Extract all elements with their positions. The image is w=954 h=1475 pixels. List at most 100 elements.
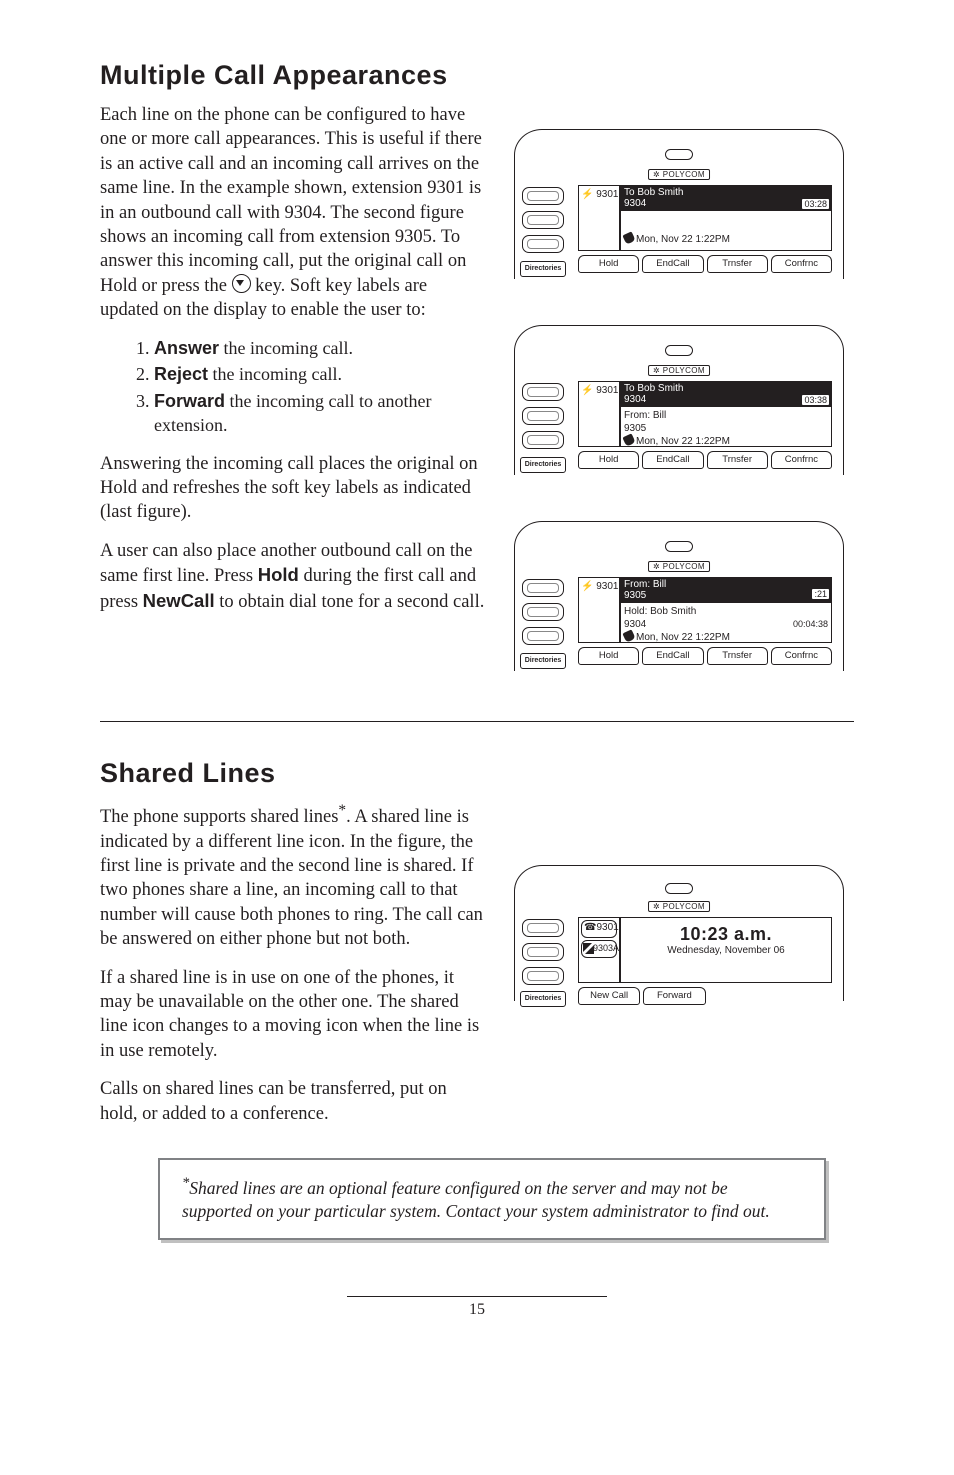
status-text: Mon, Nov 22 1:22PM: [636, 234, 730, 245]
call-to-label: To Bob Smith: [624, 383, 828, 394]
scroll-down-key-icon: [232, 274, 251, 293]
phone-figure-3: ✲ POLYCOM Directories ⚡ 9301 From: Bill …: [514, 495, 844, 673]
handset-icon: [622, 433, 635, 446]
section1-li1: Answer the incoming call.: [154, 337, 486, 361]
line-button-2: [522, 407, 564, 425]
speaker-icon: [665, 149, 693, 160]
softkey-empty: [772, 987, 832, 1005]
p3-hold: Hold: [258, 564, 299, 585]
softkey-forward: Forward: [643, 987, 705, 1005]
incoming-from: From: Bill: [624, 409, 828, 422]
section1-figures-column: ✲ POLYCOM Directories ⚡ 9301 To Bob Smit…: [514, 103, 854, 673]
line-button-2: [522, 943, 564, 961]
section1-p1a-text: Each line on the phone can be configured…: [100, 105, 482, 296]
section2-p2: If a shared line is in use on one of the…: [100, 966, 486, 1064]
datetime-status: Mon, Nov 22 1:22PM: [624, 435, 828, 448]
call-to-number: 9304: [624, 394, 828, 405]
shared-line-icon: [583, 943, 592, 952]
speaker-icon: [665, 883, 693, 894]
section1-li2: Reject the incoming call.: [154, 363, 486, 387]
s2p1b: . A shared line is indicated by a differ…: [100, 807, 483, 949]
softkey-hold: Hold: [578, 647, 639, 665]
line-button-3: [522, 627, 564, 645]
held-timer: 00:04:38: [793, 618, 828, 631]
directories-button: Directories: [520, 261, 566, 277]
s2p1a: The phone supports shared lines: [100, 807, 338, 827]
datetime-status: Mon, Nov 22 1:22PM: [624, 233, 828, 246]
li1-bold: Answer: [154, 338, 219, 358]
shared-line-indicator: 9303A: [581, 940, 617, 958]
section-divider: [100, 721, 854, 722]
phone-screen: ⚡ 9301 From: Bill 9305 :21 Hold: Bob Smi…: [578, 577, 832, 663]
softkey-endcall: EndCall: [642, 255, 703, 273]
softkey-transfer: Trnsfer: [707, 255, 768, 273]
section1-p2: Answering the incoming call places the o…: [100, 452, 486, 525]
phone-figure-2: ✲ POLYCOM Directories ⚡ 9301 To Bob Smit…: [514, 299, 844, 477]
line-indicator-column: ⚡ 9301: [578, 185, 620, 251]
incoming-number: 9305: [624, 422, 828, 435]
line-indicator-1: ⚡ 9301: [581, 384, 617, 400]
speaker-icon: [665, 541, 693, 552]
status-panel: Mon, Nov 22 1:22PM: [620, 211, 832, 251]
li3-bold: Forward: [154, 391, 225, 411]
private-line-indicator: ☎9301: [581, 920, 617, 938]
footnote-text: Shared lines are an optional feature con…: [182, 1178, 770, 1222]
line-button-1: [522, 187, 564, 205]
held-number: 9304: [624, 619, 646, 630]
line-indicator-1: ⚡ 9301: [581, 188, 617, 204]
section1-p1: Each line on the phone can be configured…: [100, 103, 486, 323]
softkey-hold: Hold: [578, 255, 639, 273]
active-from-number: 9305: [624, 590, 828, 601]
li2-bold: Reject: [154, 364, 208, 384]
line-indicator-column: ⚡ 9301: [578, 381, 620, 447]
page-number: 15: [100, 1301, 854, 1319]
softkey-row: Hold EndCall Trnsfer Confrnc: [578, 647, 832, 665]
section1-li3: Forward the incoming call to another ext…: [154, 390, 486, 438]
call-info-panel: To Bob Smith 9304 03:28: [620, 185, 832, 211]
held-label: Hold: Bob Smith: [624, 605, 828, 618]
line-button-3: [522, 967, 564, 985]
phone-screen: ⚡ 9301 To Bob Smith 9304 03:28 Mon, Nov …: [578, 185, 832, 271]
directories-button: Directories: [520, 457, 566, 473]
li1-rest: the incoming call.: [219, 338, 353, 358]
phone-screen: ☎9301 9303A 10:23 a.m. Wednesday, Novemb…: [578, 917, 832, 1003]
section1-text-column: Each line on the phone can be configured…: [100, 103, 486, 673]
active-timer: :21: [812, 589, 829, 599]
held-panel: Hold: Bob Smith 9304 00:04:38 Mon, Nov 22…: [620, 603, 832, 643]
phone-figure-1: ✲ POLYCOM Directories ⚡ 9301 To Bob Smit…: [514, 103, 844, 281]
line-indicator-column: ☎9301 9303A: [578, 917, 620, 983]
status-text: Mon, Nov 22 1:22PM: [636, 632, 730, 643]
section2-p3: Calls on shared lines can be transferred…: [100, 1077, 486, 1126]
page-footer-rule: [347, 1296, 607, 1297]
section2-columns: The phone supports shared lines*. A shar…: [100, 801, 854, 1140]
heading-shared-lines: Shared Lines: [100, 758, 854, 789]
clock-date: Wednesday, November 06: [625, 945, 827, 956]
ind1-ext: 9301: [596, 922, 618, 933]
section2-p1: The phone supports shared lines*. A shar…: [100, 801, 486, 952]
active-call-panel: From: Bill 9305 :21: [620, 577, 832, 603]
idle-clock-panel: 10:23 a.m. Wednesday, November 06: [620, 917, 832, 983]
polycom-logo: ✲ POLYCOM: [648, 561, 710, 572]
section1-p3: A user can also place another outbound c…: [100, 539, 486, 614]
softkey-row: Hold EndCall Trnsfer Confrnc: [578, 451, 832, 469]
section1-columns: Each line on the phone can be configured…: [100, 103, 854, 673]
incoming-panel: From: Bill 9305 Mon, Nov 22 1:22PM: [620, 407, 832, 447]
held-number-row: 9304 00:04:38: [624, 618, 828, 631]
polycom-logo: ✲ POLYCOM: [648, 365, 710, 376]
ind-ext: 9301: [596, 385, 618, 396]
speaker-icon: [665, 345, 693, 356]
line-button-3: [522, 431, 564, 449]
phone-figure-4: ✲ POLYCOM Directories ☎9301 9303A 10:23 …: [514, 825, 844, 1003]
softkey-transfer: Trnsfer: [707, 647, 768, 665]
section2-figures-column: ✲ POLYCOM Directories ☎9301 9303A 10:23 …: [514, 801, 854, 1140]
active-from-label: From: Bill: [624, 579, 828, 590]
datetime-status: Mon, Nov 22 1:22PM: [624, 631, 828, 644]
line-button-2: [522, 211, 564, 229]
s2p1-sup: *: [338, 802, 346, 819]
li2-rest: the incoming call.: [208, 364, 342, 384]
clock-time: 10:23 a.m.: [625, 924, 827, 945]
line-button-3: [522, 235, 564, 253]
softkey-confrnc: Confrnc: [771, 647, 832, 665]
section1-list: Answer the incoming call. Reject the inc…: [132, 337, 486, 438]
line-indicator-column: ⚡ 9301: [578, 577, 620, 643]
